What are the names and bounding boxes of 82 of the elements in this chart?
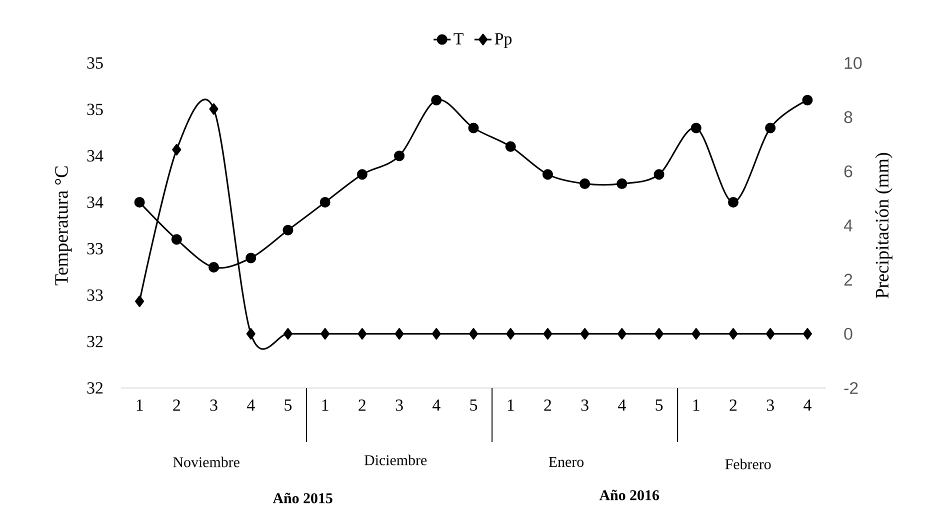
point [283,328,293,340]
point [246,252,256,264]
y-tick-label: 33 [87,289,103,301]
point [135,296,144,308]
point [542,169,553,180]
x-tick-label: 2 [173,400,180,411]
point [358,328,367,340]
x-tick-label: 5 [656,400,663,411]
x-tick-label: 1 [136,400,143,411]
x-tick-label: 1 [508,400,514,411]
y2-tick-label: 8 [844,111,852,124]
x-tick-label: 3 [396,400,403,411]
point [766,328,775,340]
x-tick-label: 4 [804,400,812,411]
point [654,169,664,180]
x-tick-label: 1 [693,400,700,411]
x-tick-label: 5 [470,400,478,411]
point [765,122,776,134]
x-tick-label: 4 [618,400,626,411]
x-tick-label: 1 [322,400,328,411]
y-axis-title: Temperatura °C [55,166,72,286]
text: Febrero [725,458,771,470]
point [802,328,812,340]
x-tick-label: 4 [246,400,255,411]
y2-tick-label: 10 [844,57,862,69]
point [320,197,330,208]
point [468,328,478,340]
y2-tick-label: 0 [844,328,852,340]
y2-tick-label: -2 [844,382,858,394]
text: Año 2015 [272,492,332,504]
x-tick-label: 3 [581,400,588,411]
x-tick-label: 2 [730,400,737,411]
text: Año 2016 [599,490,659,500]
y-tick-label: 32 [87,336,103,348]
y-tick-label: 34 [87,196,104,208]
y2-tick-label: 6 [844,165,852,178]
text: Diciembre [364,454,427,466]
legend-label: T [454,33,464,44]
legend-label: Pp [494,33,512,48]
point [728,328,738,340]
point [692,328,701,340]
point [209,103,218,115]
point [728,197,739,208]
point [506,328,516,340]
point [356,169,368,180]
point [802,94,813,106]
point [320,328,330,340]
point [580,328,590,340]
text: Noviembre [173,456,240,468]
y2-tick-label: 4 [844,220,852,232]
point [580,178,590,189]
y-tick-label: 32 [87,382,103,394]
y2-tick-label: 2 [844,274,852,286]
point [134,197,145,208]
x-tick-label: 5 [284,400,292,411]
x-tick-label: 2 [358,400,366,411]
y-tick-label: 35 [87,57,103,69]
point [617,328,626,340]
y-tick-label: 34 [87,150,104,162]
y-tick-label: 33 [87,243,103,254]
point [394,328,404,340]
y-tick-label: 35 [87,104,103,116]
point [432,328,441,340]
point [543,328,552,340]
point [505,141,516,152]
y2-axis-title: Precipitación (mm) [875,152,892,298]
x-tick-label: 2 [544,400,552,411]
x-tick-label: 3 [210,400,218,411]
point [690,122,702,134]
point [172,144,182,156]
x-tick-label: 4 [432,400,440,411]
point [654,328,664,340]
point [616,178,628,189]
point [394,150,405,162]
point [468,122,479,134]
point [171,234,182,245]
point [431,94,442,106]
point [208,262,220,273]
x-tick-label: 3 [766,400,774,411]
point [246,328,256,340]
text: Enero [548,457,584,467]
point [282,224,294,236]
